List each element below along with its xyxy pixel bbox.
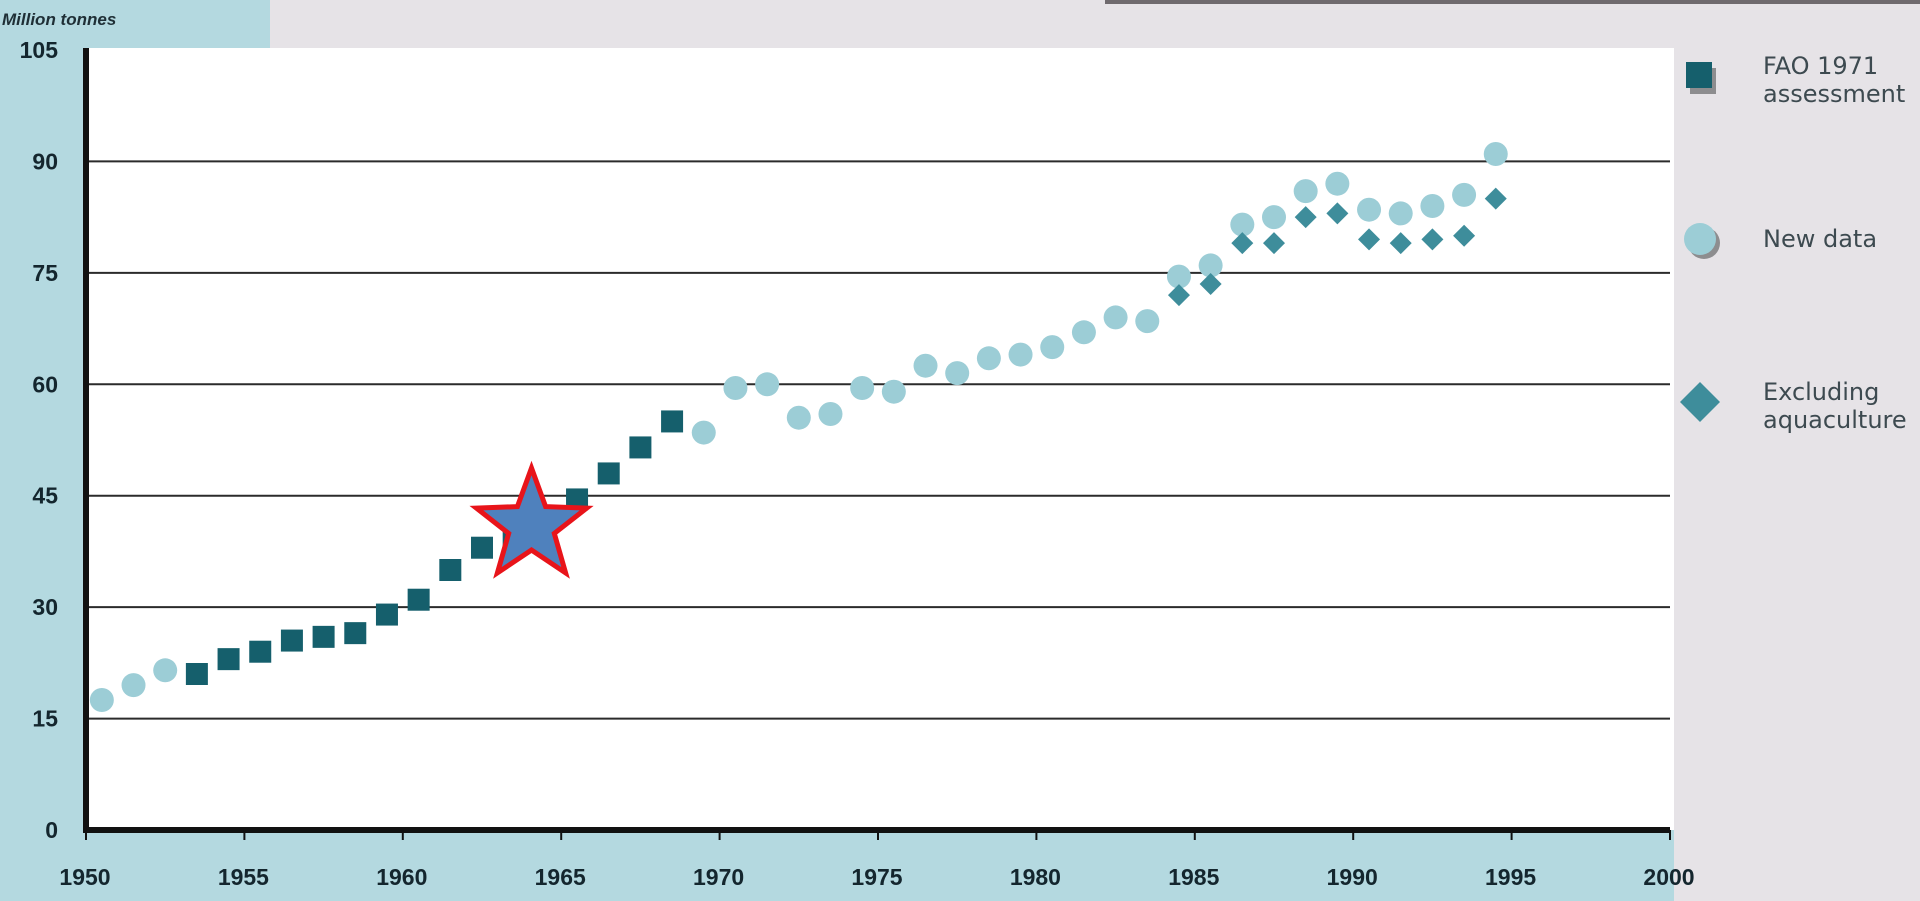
point-circle-28 (1483, 142, 1508, 166)
legend-label-2: Excluding (1763, 378, 1879, 406)
point-circle-4 (723, 376, 748, 400)
point-square-13 (597, 462, 620, 485)
legend-diamond-icon (1680, 382, 1720, 422)
legend-panel (1674, 48, 1920, 901)
point-diamond-1 (1199, 273, 1222, 295)
y-tick-label-90: 90 (32, 148, 58, 174)
x-tick-label-1960: 1960 (376, 864, 427, 890)
point-diamond-5 (1326, 202, 1349, 225)
point-circle-5 (755, 372, 780, 397)
plot-area (86, 48, 1674, 830)
star-annotation (469, 460, 594, 579)
legend-label-1: New data (1763, 225, 1877, 253)
point-square-5 (344, 622, 367, 645)
point-circle-7 (818, 402, 843, 426)
point-circle-12 (976, 346, 1001, 371)
y-tick-label-105: 105 (20, 37, 59, 63)
point-square-0 (185, 663, 208, 685)
x-tick-label-1955: 1955 (218, 864, 269, 890)
y-tick-label-60: 60 (32, 371, 58, 397)
point-circle-24 (1357, 197, 1382, 222)
point-circle-14 (1040, 335, 1065, 360)
x-tick-label-1995: 1995 (1485, 864, 1536, 890)
point-circle-23 (1325, 171, 1350, 196)
x-tick-label-1990: 1990 (1327, 864, 1378, 890)
point-circle-20 (1230, 212, 1255, 237)
point-square-4 (312, 625, 335, 648)
grid-lines (86, 160, 1670, 720)
point-circle-6 (786, 405, 811, 430)
point-circle-8 (850, 376, 875, 400)
y-tick-label-45: 45 (32, 483, 58, 509)
point-circle-10 (913, 353, 938, 378)
y-tick-label-75: 75 (32, 260, 58, 286)
legend-square-icon (1686, 62, 1712, 88)
y-tick-label-30: 30 (32, 594, 58, 620)
point-circle-19 (1198, 253, 1223, 278)
point-square-9 (471, 536, 493, 559)
x-tick-label-1975: 1975 (851, 864, 902, 890)
point-diamond-3 (1263, 232, 1285, 255)
point-circle-27 (1452, 182, 1477, 207)
top-right-panel (270, 0, 1920, 48)
x-tick-label-1965: 1965 (535, 864, 586, 890)
legend-sublabel-0: assessment (1763, 80, 1905, 108)
point-circle-2 (153, 658, 178, 683)
y-tick-labels: 0 15 30 45 60 75 90 105 (20, 37, 59, 843)
point-diamond-7 (1389, 232, 1412, 255)
point-square-3 (280, 629, 303, 652)
point-square-6 (375, 603, 398, 626)
point-diamond-9 (1453, 224, 1476, 247)
point-square-14 (629, 436, 652, 459)
y-axis-title: Million tonnes (2, 10, 116, 29)
point-diamond-0 (1167, 284, 1190, 307)
point-diamond-8 (1421, 228, 1444, 251)
y-tick-label-0: 0 (45, 817, 58, 843)
point-circle-3 (691, 420, 716, 445)
x-tick-labels: 1950 1955 1960 1965 1970 1975 1980 1985 1990 1995… (59, 864, 1694, 890)
point-circle-1 (121, 673, 146, 698)
point-circle-18 (1166, 264, 1191, 289)
point-circle-22 (1293, 179, 1318, 204)
point-square-1 (217, 648, 240, 671)
star-icon (469, 460, 594, 579)
legend-sublabel-2: aquaculture (1763, 406, 1907, 434)
legend-label-0: FAO 1971 (1763, 52, 1878, 80)
y-tick-label-15: 15 (32, 706, 58, 732)
point-diamond-2 (1231, 232, 1254, 255)
axes (83, 48, 1671, 840)
point-circle-16 (1103, 305, 1128, 330)
point-circle-21 (1262, 205, 1286, 230)
point-circle-9 (881, 379, 906, 404)
top-dark-bar (1105, 0, 1920, 4)
point-circle-17 (1135, 309, 1160, 334)
x-tick-label-1980: 1980 (1010, 864, 1061, 890)
point-circle-15 (1071, 320, 1096, 345)
point-square-8 (439, 559, 462, 581)
point-diamond-10 (1484, 187, 1507, 210)
point-square-15 (661, 410, 684, 433)
point-circle-13 (1008, 342, 1033, 367)
point-square-7 (407, 588, 430, 611)
point-diamond-6 (1358, 228, 1381, 251)
point-diamond-4 (1294, 206, 1317, 229)
x-tick-label-1970: 1970 (693, 864, 744, 890)
legend-circle-icon (1684, 223, 1716, 255)
x-tick-label-1950: 1950 (59, 864, 110, 890)
point-circle-11 (945, 361, 970, 386)
x-tick-label-2000: 2000 (1643, 864, 1694, 890)
point-circle-0 (89, 688, 114, 712)
x-tick-label-1985: 1985 (1168, 864, 1219, 890)
point-circle-25 (1388, 201, 1413, 226)
point-square-2 (249, 640, 272, 663)
point-circle-26 (1420, 194, 1445, 218)
point-square-12 (566, 488, 589, 511)
